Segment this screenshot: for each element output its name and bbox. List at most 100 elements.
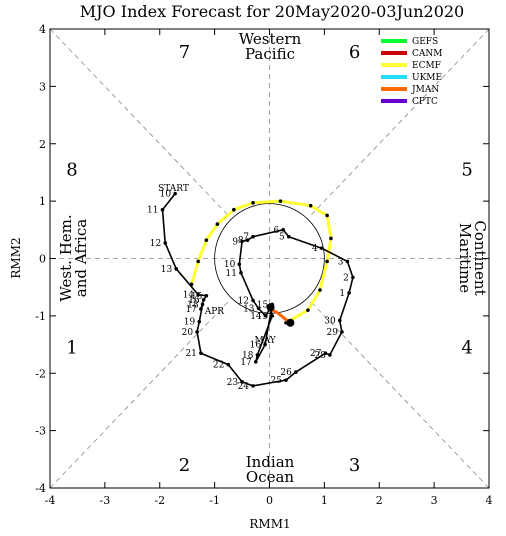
observed-point — [237, 262, 242, 267]
observed-day-label: 14 — [250, 312, 262, 322]
diagonal-line-nw — [49, 28, 231, 219]
observed-point — [245, 238, 250, 242]
observed-point — [199, 307, 203, 311]
phase-label: 6 — [349, 42, 360, 63]
observed-day-label: 23 — [227, 378, 239, 388]
observed-point — [286, 234, 291, 239]
observed-day-label: 18 — [242, 351, 254, 361]
observed-point — [195, 330, 199, 334]
phase-label: 5 — [461, 160, 472, 181]
phase-label: 1 — [66, 337, 77, 358]
x-tick-label: 1 — [321, 494, 328, 507]
observed-point — [204, 293, 209, 298]
observed-day-label: 17 — [240, 358, 252, 368]
observed-end-marker — [266, 303, 275, 312]
diagonal-line-ne — [308, 28, 490, 219]
observed-day-label: 21 — [185, 349, 196, 359]
y-tick-label: 4 — [39, 23, 46, 36]
observed-point — [163, 241, 168, 245]
y-tick-label: -3 — [35, 425, 46, 438]
observed-day-label: 10 — [160, 190, 172, 200]
x-tick-label: 3 — [431, 494, 438, 507]
observed-point — [337, 318, 342, 323]
legend-label: CPTC — [412, 97, 438, 107]
x-tick-label: -4 — [45, 494, 56, 507]
grid-layer — [49, 28, 490, 489]
observed-point — [201, 298, 206, 302]
observed-point — [294, 370, 298, 374]
x-tick-label: -1 — [209, 494, 220, 507]
observed-point — [351, 275, 355, 280]
phase-label: 4 — [461, 337, 472, 358]
observed-day-label: 6 — [273, 226, 279, 236]
observed-day-label: 29 — [326, 328, 338, 338]
observed-day-label: 17 — [185, 305, 197, 315]
observed-day-label: 30 — [324, 316, 336, 326]
legend-label: UKME — [412, 73, 442, 83]
observed-day-label: 12 — [238, 296, 249, 306]
ecmf-forecast-point — [325, 213, 329, 218]
region-labels: Western Pacific Indian Ocean West. Hem. … — [57, 30, 489, 486]
phase-label: 2 — [179, 455, 190, 476]
observed-point — [196, 292, 200, 297]
observed-day-label: 2 — [343, 273, 349, 283]
observed-day-label: 9 — [232, 237, 238, 247]
observed-point — [239, 271, 243, 275]
observed-day-label: 16 — [188, 296, 200, 306]
observed-day-label: 26 — [280, 368, 292, 378]
diagonal-line-sw — [49, 298, 231, 489]
observed-day-label: 11 — [147, 206, 158, 216]
observed-point — [255, 353, 260, 357]
observed-point — [323, 351, 328, 355]
x-tick-label: 0 — [266, 494, 273, 507]
observed-day-label: 7 — [243, 233, 249, 243]
observed-point — [263, 342, 267, 347]
amplitude-unit-circle — [214, 203, 325, 314]
observed-point — [284, 378, 288, 382]
ecmf-forecast-point — [308, 203, 313, 208]
observed-point — [253, 359, 258, 364]
observed-point — [328, 353, 332, 357]
phase-label: 7 — [179, 42, 190, 63]
region-bottom-line2: Ocean — [246, 468, 295, 486]
region-bottom-line1: Indian — [246, 453, 295, 471]
y-tick-label: 2 — [39, 138, 46, 151]
observed-day-label: 16 — [250, 341, 262, 351]
x-tick-label: 2 — [376, 494, 383, 507]
y-tick-label: -2 — [35, 367, 46, 380]
legend-label: ECMF — [412, 61, 441, 71]
y-tick-label: 0 — [39, 253, 46, 266]
observed-point — [251, 234, 255, 239]
observed-point — [270, 314, 275, 318]
legend: GEFS CANM ECMF UKME JMAN CPTC — [381, 37, 442, 107]
observed-day-label: 5 — [279, 233, 285, 243]
y-tick-label: 3 — [39, 80, 46, 93]
path-annotation: MAY — [254, 336, 276, 346]
observed-point — [345, 259, 350, 264]
ecmf-forecast-point — [306, 308, 310, 312]
observed-day-label: 18 — [187, 300, 199, 310]
ecmf-forecast-point — [325, 259, 329, 264]
region-left-line2: and Africa — [72, 219, 90, 297]
observed-point — [200, 302, 205, 307]
observed-day-label: 12 — [150, 239, 161, 249]
legend-label: JMAN — [411, 85, 439, 95]
ecmf-forecast-point — [278, 199, 283, 203]
path-annotation: APR — [204, 307, 225, 317]
observed-point — [319, 246, 324, 250]
x-axis-label: RMM1 — [249, 517, 290, 531]
region-left-line1: West. Hem. — [57, 214, 75, 301]
observed-day-label: 4 — [312, 244, 318, 254]
observed-point — [251, 384, 255, 388]
observed-point — [251, 298, 255, 303]
observed-day-label: 25 — [271, 376, 283, 386]
observed-point — [197, 319, 202, 324]
observed-day-label: 14 — [183, 291, 195, 301]
region-top-line1: Western — [239, 30, 302, 48]
observed-day-label: 15 — [257, 300, 269, 310]
legend-label: CANM — [412, 49, 442, 59]
observed-day-label: 27 — [310, 349, 322, 359]
